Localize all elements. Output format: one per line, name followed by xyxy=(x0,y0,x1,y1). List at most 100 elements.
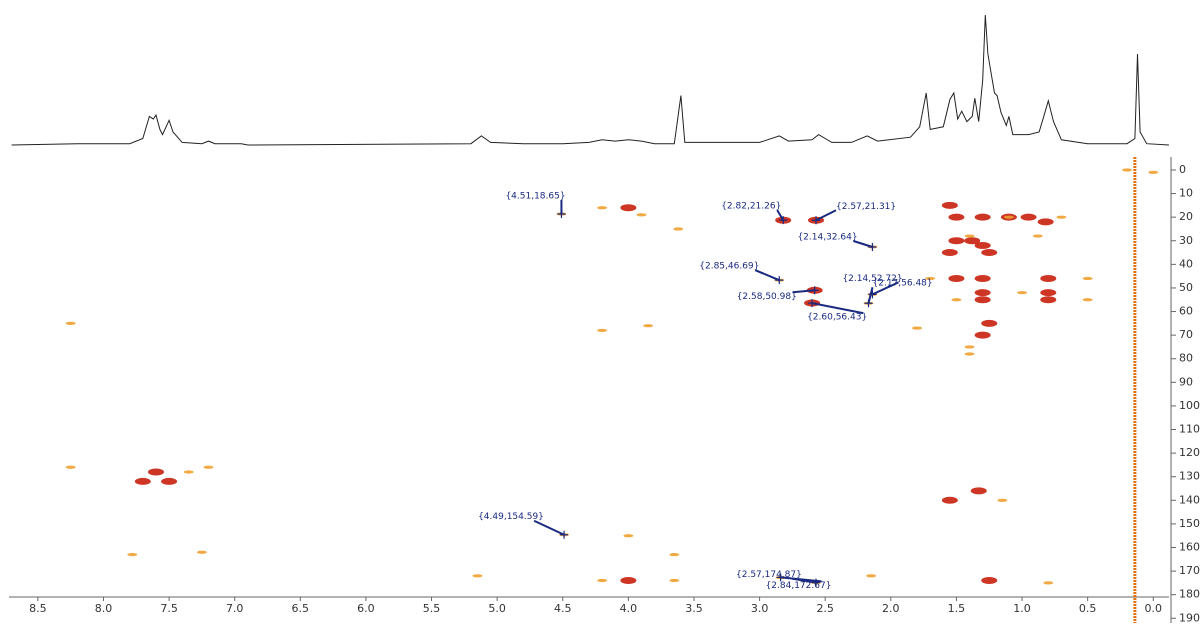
y-tick-label: 160 xyxy=(1179,540,1200,553)
cross-peak xyxy=(597,328,608,333)
cross-peak xyxy=(1122,168,1133,172)
annotation-cross xyxy=(864,299,873,308)
y-tick-label: 140 xyxy=(1179,493,1200,506)
annotation-arrow xyxy=(872,281,899,296)
cross-peak xyxy=(974,213,991,221)
annotation-arrow xyxy=(853,240,873,248)
cross-peak xyxy=(161,477,178,485)
cross-peak xyxy=(997,498,1008,502)
y-tick-label: 30 xyxy=(1179,234,1193,247)
cross-peak xyxy=(951,298,962,302)
cross-peak xyxy=(597,206,608,210)
cross-peak xyxy=(643,324,654,328)
x-tick-label: 1.0 xyxy=(1013,602,1031,615)
cross-peak xyxy=(196,550,207,554)
annotation-arrow xyxy=(815,209,837,222)
x-tick-label: 7.0 xyxy=(226,602,244,615)
cross-peak xyxy=(1020,213,1037,221)
x-tick-label: 4.0 xyxy=(620,602,638,615)
cross-peak xyxy=(1148,170,1159,174)
annotation-arrow xyxy=(780,576,822,583)
cross-peak xyxy=(974,331,991,339)
annotation-cross xyxy=(808,299,817,308)
cross-peak xyxy=(636,213,647,217)
cross-peak xyxy=(620,204,637,212)
y-tick-label: 130 xyxy=(1179,470,1200,483)
y-tick-label: 40 xyxy=(1179,257,1193,270)
annotation-cross xyxy=(810,286,819,295)
cross-peak xyxy=(974,241,991,249)
y-tick-label: 170 xyxy=(1179,564,1200,577)
x-tick-label: 3.5 xyxy=(685,602,703,615)
annotation-label: {2.85,46.69} xyxy=(699,262,759,272)
cross-peak xyxy=(866,574,877,578)
annotation-label: {2.60,56.43} xyxy=(807,313,867,323)
cross-peak xyxy=(974,296,991,304)
cross-peak xyxy=(964,345,975,349)
annotation-cross xyxy=(560,530,569,539)
annotation-arrow xyxy=(811,302,864,315)
cross-peak xyxy=(65,321,76,325)
annotation-label: {2.57,174.87} xyxy=(736,570,802,580)
cross-peak xyxy=(981,249,998,257)
annotation-arrow xyxy=(754,269,780,282)
cross-peak xyxy=(1043,581,1054,585)
cross-peak xyxy=(1040,289,1057,297)
proton-trace xyxy=(11,14,1170,146)
cross-peak xyxy=(974,289,991,297)
annotation-label: {4.51,18.65} xyxy=(505,191,565,201)
y-tick-label: 90 xyxy=(1179,375,1193,388)
cross-peak xyxy=(669,578,680,583)
annotation-cross xyxy=(812,216,821,225)
cross-peak xyxy=(981,319,998,327)
cross-peak xyxy=(203,465,214,469)
x-tick-label: 4.5 xyxy=(554,602,572,615)
cross-peak xyxy=(941,249,958,257)
cross-peak xyxy=(620,577,637,585)
x-tick-label: 5.0 xyxy=(488,602,506,615)
cross-peak xyxy=(183,470,194,474)
cross-peak xyxy=(623,534,634,538)
y-tick-label: 70 xyxy=(1179,328,1193,341)
annotation-cross xyxy=(779,216,788,225)
y-tick-label: 110 xyxy=(1179,423,1200,436)
y-tick-label: 0 xyxy=(1179,163,1186,176)
cross-peak xyxy=(981,577,998,585)
x-tick-label: 6.0 xyxy=(357,602,375,615)
annotation-label: {2.82,21.26} xyxy=(721,202,781,212)
cross-peak xyxy=(65,465,76,469)
cross-peak xyxy=(1082,298,1093,302)
y-tick-label: 180 xyxy=(1179,588,1200,601)
cross-peak xyxy=(974,275,991,283)
annotation-label: {2.84,172.67} xyxy=(766,581,832,591)
cross-peak xyxy=(1040,275,1057,283)
x-tick-label: 8.0 xyxy=(95,602,113,615)
cross-peak xyxy=(597,578,608,583)
annotation-label: {2.17,56.48} xyxy=(873,279,933,289)
y-tick-label: 60 xyxy=(1179,305,1193,318)
annotation-cross xyxy=(868,242,877,251)
annotation-cross xyxy=(557,209,566,218)
cross-peak xyxy=(127,552,138,557)
cross-peak xyxy=(941,496,958,504)
cross-peak xyxy=(1040,296,1057,304)
y-tick-label: 10 xyxy=(1179,187,1193,200)
annotation-label: {2.58,50.98} xyxy=(737,292,797,302)
x-tick-label: 2.5 xyxy=(816,602,834,615)
cross-peak xyxy=(964,352,975,356)
x-tick-label: 8.5 xyxy=(29,602,47,615)
x-tick-label: 5.5 xyxy=(423,602,441,615)
y-tick-label: 50 xyxy=(1179,281,1193,294)
cross-peak xyxy=(1032,234,1043,238)
cross-peak xyxy=(134,477,151,485)
cross-peak xyxy=(948,237,965,245)
cross-peak xyxy=(964,237,981,245)
annotation-arrow xyxy=(867,286,874,304)
x-tick-label: 3.0 xyxy=(751,602,769,615)
x-tick-label: 2.0 xyxy=(882,602,900,615)
annotation-label: {2.14,32.64} xyxy=(797,232,857,242)
x-tick-label: 1.5 xyxy=(948,602,966,615)
annotation-cross xyxy=(776,573,785,582)
cross-peak xyxy=(669,552,680,557)
